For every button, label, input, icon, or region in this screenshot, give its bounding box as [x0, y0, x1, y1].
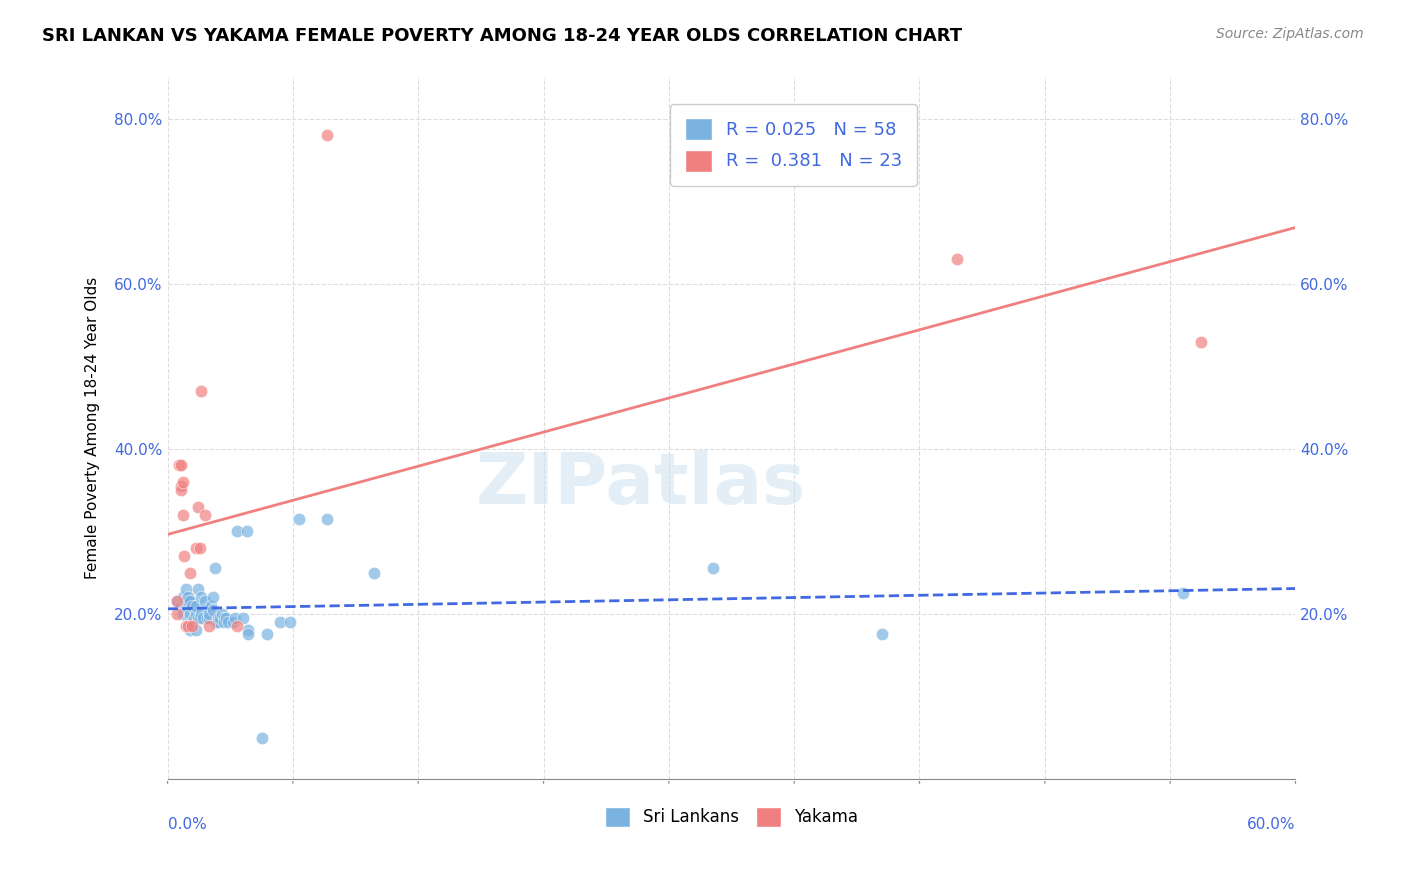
Point — [188, 611, 211, 625]
Point — [870, 627, 893, 641]
Point — [316, 128, 339, 143]
Point — [288, 512, 311, 526]
Point — [177, 619, 200, 633]
Point — [166, 594, 188, 608]
Legend: Sri Lankans, Yakama: Sri Lankans, Yakama — [598, 800, 865, 834]
Point — [201, 603, 224, 617]
Point — [201, 591, 224, 605]
Point — [238, 627, 260, 641]
Point — [198, 607, 221, 621]
Point — [173, 549, 195, 563]
Point — [217, 615, 239, 629]
Point — [222, 615, 245, 629]
Point — [183, 611, 205, 625]
Point — [172, 475, 194, 489]
Point — [187, 500, 209, 514]
Point — [1191, 334, 1213, 349]
Point — [166, 594, 188, 608]
Y-axis label: Female Poverty Among 18-24 Year Olds: Female Poverty Among 18-24 Year Olds — [86, 277, 100, 579]
Point — [278, 615, 301, 629]
Point — [179, 594, 201, 608]
Point — [184, 599, 207, 613]
Point — [184, 541, 207, 555]
Point — [195, 611, 218, 625]
Point — [215, 611, 238, 625]
Point — [235, 524, 257, 539]
Point — [177, 591, 200, 605]
Point — [181, 619, 204, 633]
Point — [170, 458, 193, 473]
Point — [172, 607, 194, 621]
Point — [207, 611, 229, 625]
Point — [172, 591, 194, 605]
Text: 60.0%: 60.0% — [1247, 817, 1295, 832]
Text: Source: ZipAtlas.com: Source: ZipAtlas.com — [1216, 27, 1364, 41]
Point — [207, 615, 229, 629]
Point — [193, 611, 215, 625]
Point — [190, 384, 212, 398]
Point — [176, 594, 198, 608]
Point — [256, 627, 278, 641]
Point — [269, 615, 291, 629]
Point — [232, 611, 254, 625]
Point — [211, 607, 233, 621]
Point — [198, 619, 221, 633]
Point — [316, 512, 339, 526]
Point — [224, 611, 246, 625]
Point — [184, 624, 207, 638]
Point — [170, 479, 193, 493]
Point — [212, 611, 235, 625]
Point — [184, 607, 207, 621]
Point — [176, 582, 198, 596]
Text: ZIPatlas: ZIPatlas — [477, 450, 806, 519]
Point — [226, 524, 249, 539]
Point — [170, 483, 193, 497]
Point — [179, 607, 201, 621]
Point — [1171, 586, 1194, 600]
Point — [188, 541, 211, 555]
Point — [166, 607, 188, 621]
Text: SRI LANKAN VS YAKAMA FEMALE POVERTY AMONG 18-24 YEAR OLDS CORRELATION CHART: SRI LANKAN VS YAKAMA FEMALE POVERTY AMON… — [42, 27, 962, 45]
Text: 0.0%: 0.0% — [167, 817, 207, 832]
Point — [194, 594, 217, 608]
Point — [179, 624, 201, 638]
Point — [226, 619, 249, 633]
Point — [212, 615, 235, 629]
Point — [181, 615, 204, 629]
Point — [190, 607, 212, 621]
Point — [187, 582, 209, 596]
Point — [238, 624, 260, 638]
Point — [702, 561, 724, 575]
Point — [194, 508, 217, 522]
Point — [176, 619, 198, 633]
Point — [187, 611, 209, 625]
Point — [167, 458, 190, 473]
Point — [173, 594, 195, 608]
Point — [250, 731, 273, 745]
Point — [179, 566, 201, 580]
Point — [363, 566, 385, 580]
Point — [209, 611, 232, 625]
Point — [170, 599, 193, 613]
Point — [181, 599, 204, 613]
Point — [204, 561, 226, 575]
Point — [200, 599, 222, 613]
Point — [946, 252, 969, 266]
Point — [172, 508, 194, 522]
Point — [205, 615, 228, 629]
Point — [177, 594, 200, 608]
Point — [198, 611, 221, 625]
Point — [190, 591, 212, 605]
